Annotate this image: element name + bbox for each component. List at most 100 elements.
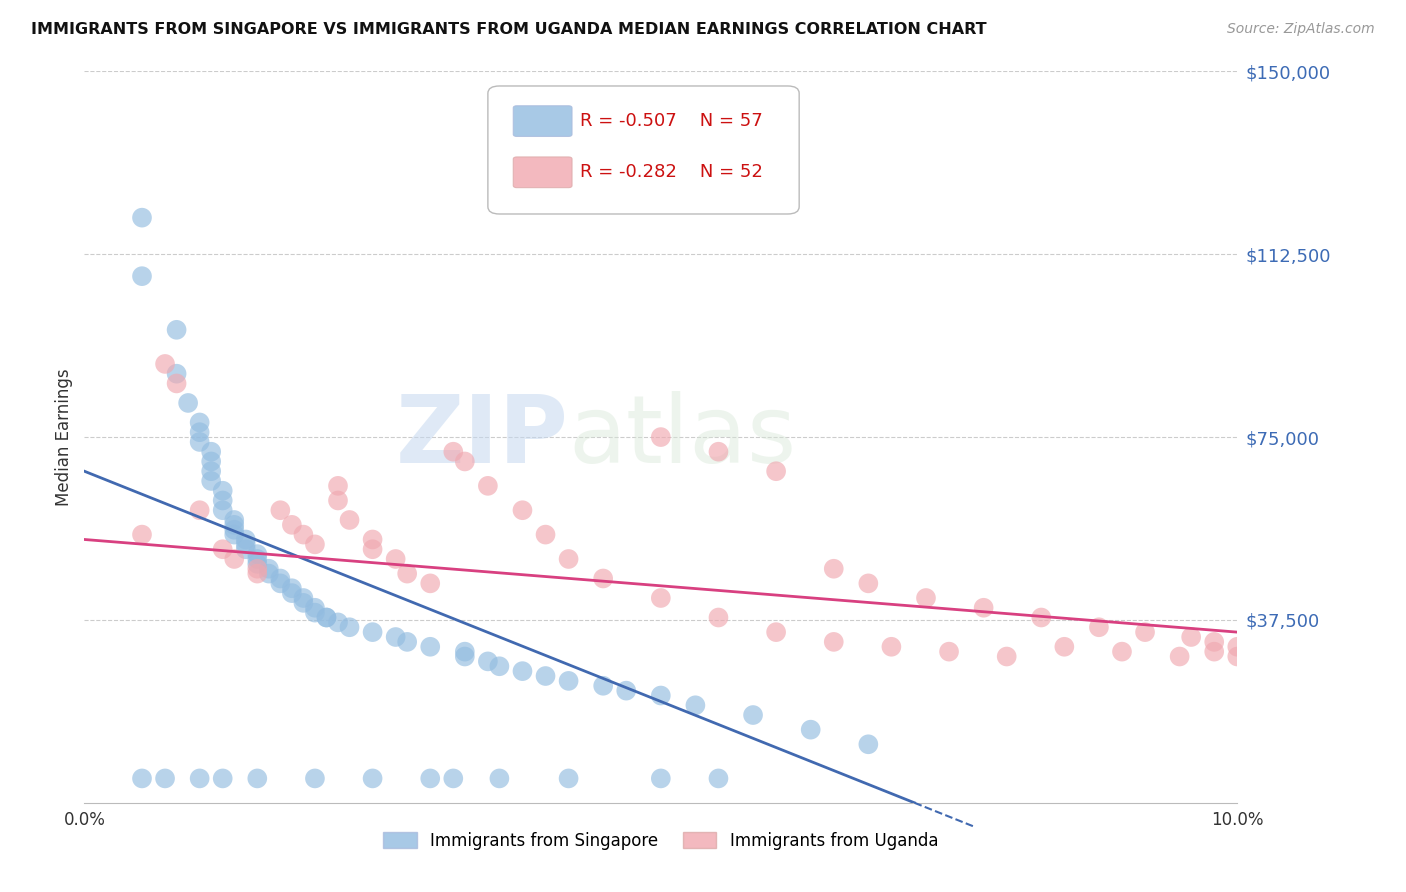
Point <box>419 772 441 786</box>
Point <box>384 552 406 566</box>
Point <box>823 562 845 576</box>
Point <box>281 586 304 600</box>
Point <box>224 513 246 527</box>
Point <box>441 772 464 786</box>
Point <box>200 464 222 478</box>
Point <box>534 669 557 683</box>
Point <box>557 552 579 566</box>
Point <box>224 517 246 532</box>
Point <box>685 698 707 713</box>
Point <box>188 416 211 430</box>
Point <box>419 576 441 591</box>
Point <box>131 211 153 225</box>
Text: IMMIGRANTS FROM SINGAPORE VS IMMIGRANTS FROM UGANDA MEDIAN EARNINGS CORRELATION : IMMIGRANTS FROM SINGAPORE VS IMMIGRANTS … <box>31 22 987 37</box>
Point <box>361 625 384 640</box>
Point <box>177 396 200 410</box>
Point <box>211 483 233 498</box>
Point <box>592 572 614 586</box>
Point <box>858 576 880 591</box>
FancyBboxPatch shape <box>513 106 572 136</box>
Point <box>1204 645 1226 659</box>
Text: atlas: atlas <box>568 391 797 483</box>
Point <box>454 454 477 468</box>
Point <box>1226 640 1249 654</box>
Point <box>1088 620 1111 634</box>
Point <box>269 576 291 591</box>
Point <box>246 557 269 571</box>
Point <box>823 635 845 649</box>
Point <box>419 640 441 654</box>
Point <box>361 772 384 786</box>
Legend: Immigrants from Singapore, Immigrants from Uganda: Immigrants from Singapore, Immigrants fr… <box>377 825 945 856</box>
Point <box>557 673 579 688</box>
Point <box>1133 625 1156 640</box>
Point <box>257 566 280 581</box>
Point <box>257 562 280 576</box>
Point <box>304 537 326 551</box>
Point <box>339 513 361 527</box>
Point <box>224 523 246 537</box>
Y-axis label: Median Earnings: Median Earnings <box>55 368 73 506</box>
Point <box>650 591 672 605</box>
Point <box>246 566 269 581</box>
Point <box>166 367 188 381</box>
Point <box>488 772 510 786</box>
Point <box>326 479 349 493</box>
Point <box>1226 649 1249 664</box>
Point <box>1111 645 1133 659</box>
Point <box>512 664 534 678</box>
Point <box>1168 649 1191 664</box>
Point <box>326 615 349 630</box>
Point <box>512 503 534 517</box>
Point <box>707 772 730 786</box>
Point <box>326 493 349 508</box>
Point <box>292 591 315 605</box>
Point <box>361 542 384 557</box>
Point <box>235 533 257 547</box>
Point <box>995 649 1018 664</box>
Point <box>614 683 637 698</box>
Point <box>166 376 188 391</box>
Point <box>211 542 233 557</box>
Point <box>441 444 464 458</box>
Point <box>1053 640 1076 654</box>
Point <box>454 645 477 659</box>
Point <box>304 772 326 786</box>
Point <box>339 620 361 634</box>
Point <box>1204 635 1226 649</box>
Text: R = -0.282    N = 52: R = -0.282 N = 52 <box>581 163 763 181</box>
Point <box>880 640 903 654</box>
Text: Source: ZipAtlas.com: Source: ZipAtlas.com <box>1227 22 1375 37</box>
Point <box>477 479 499 493</box>
Point <box>557 772 579 786</box>
Point <box>858 737 880 751</box>
Point <box>131 269 153 284</box>
Point <box>304 606 326 620</box>
Point <box>396 566 419 581</box>
Point <box>269 572 291 586</box>
Point <box>1031 610 1053 624</box>
Point <box>650 430 672 444</box>
Point <box>534 527 557 541</box>
Point <box>973 600 995 615</box>
Point <box>188 434 211 449</box>
Point <box>246 547 269 561</box>
FancyBboxPatch shape <box>488 86 799 214</box>
Text: R = -0.507    N = 57: R = -0.507 N = 57 <box>581 112 763 130</box>
Point <box>454 649 477 664</box>
Point <box>292 596 315 610</box>
Point <box>188 425 211 440</box>
Point <box>315 610 337 624</box>
Point <box>246 772 269 786</box>
Point <box>800 723 823 737</box>
Point <box>246 562 269 576</box>
Point <box>650 689 672 703</box>
Point <box>915 591 938 605</box>
Point <box>304 600 326 615</box>
Point <box>246 552 269 566</box>
Point <box>200 454 222 468</box>
Point <box>211 493 233 508</box>
Point <box>200 444 222 458</box>
Point <box>131 527 153 541</box>
Point <box>281 517 304 532</box>
